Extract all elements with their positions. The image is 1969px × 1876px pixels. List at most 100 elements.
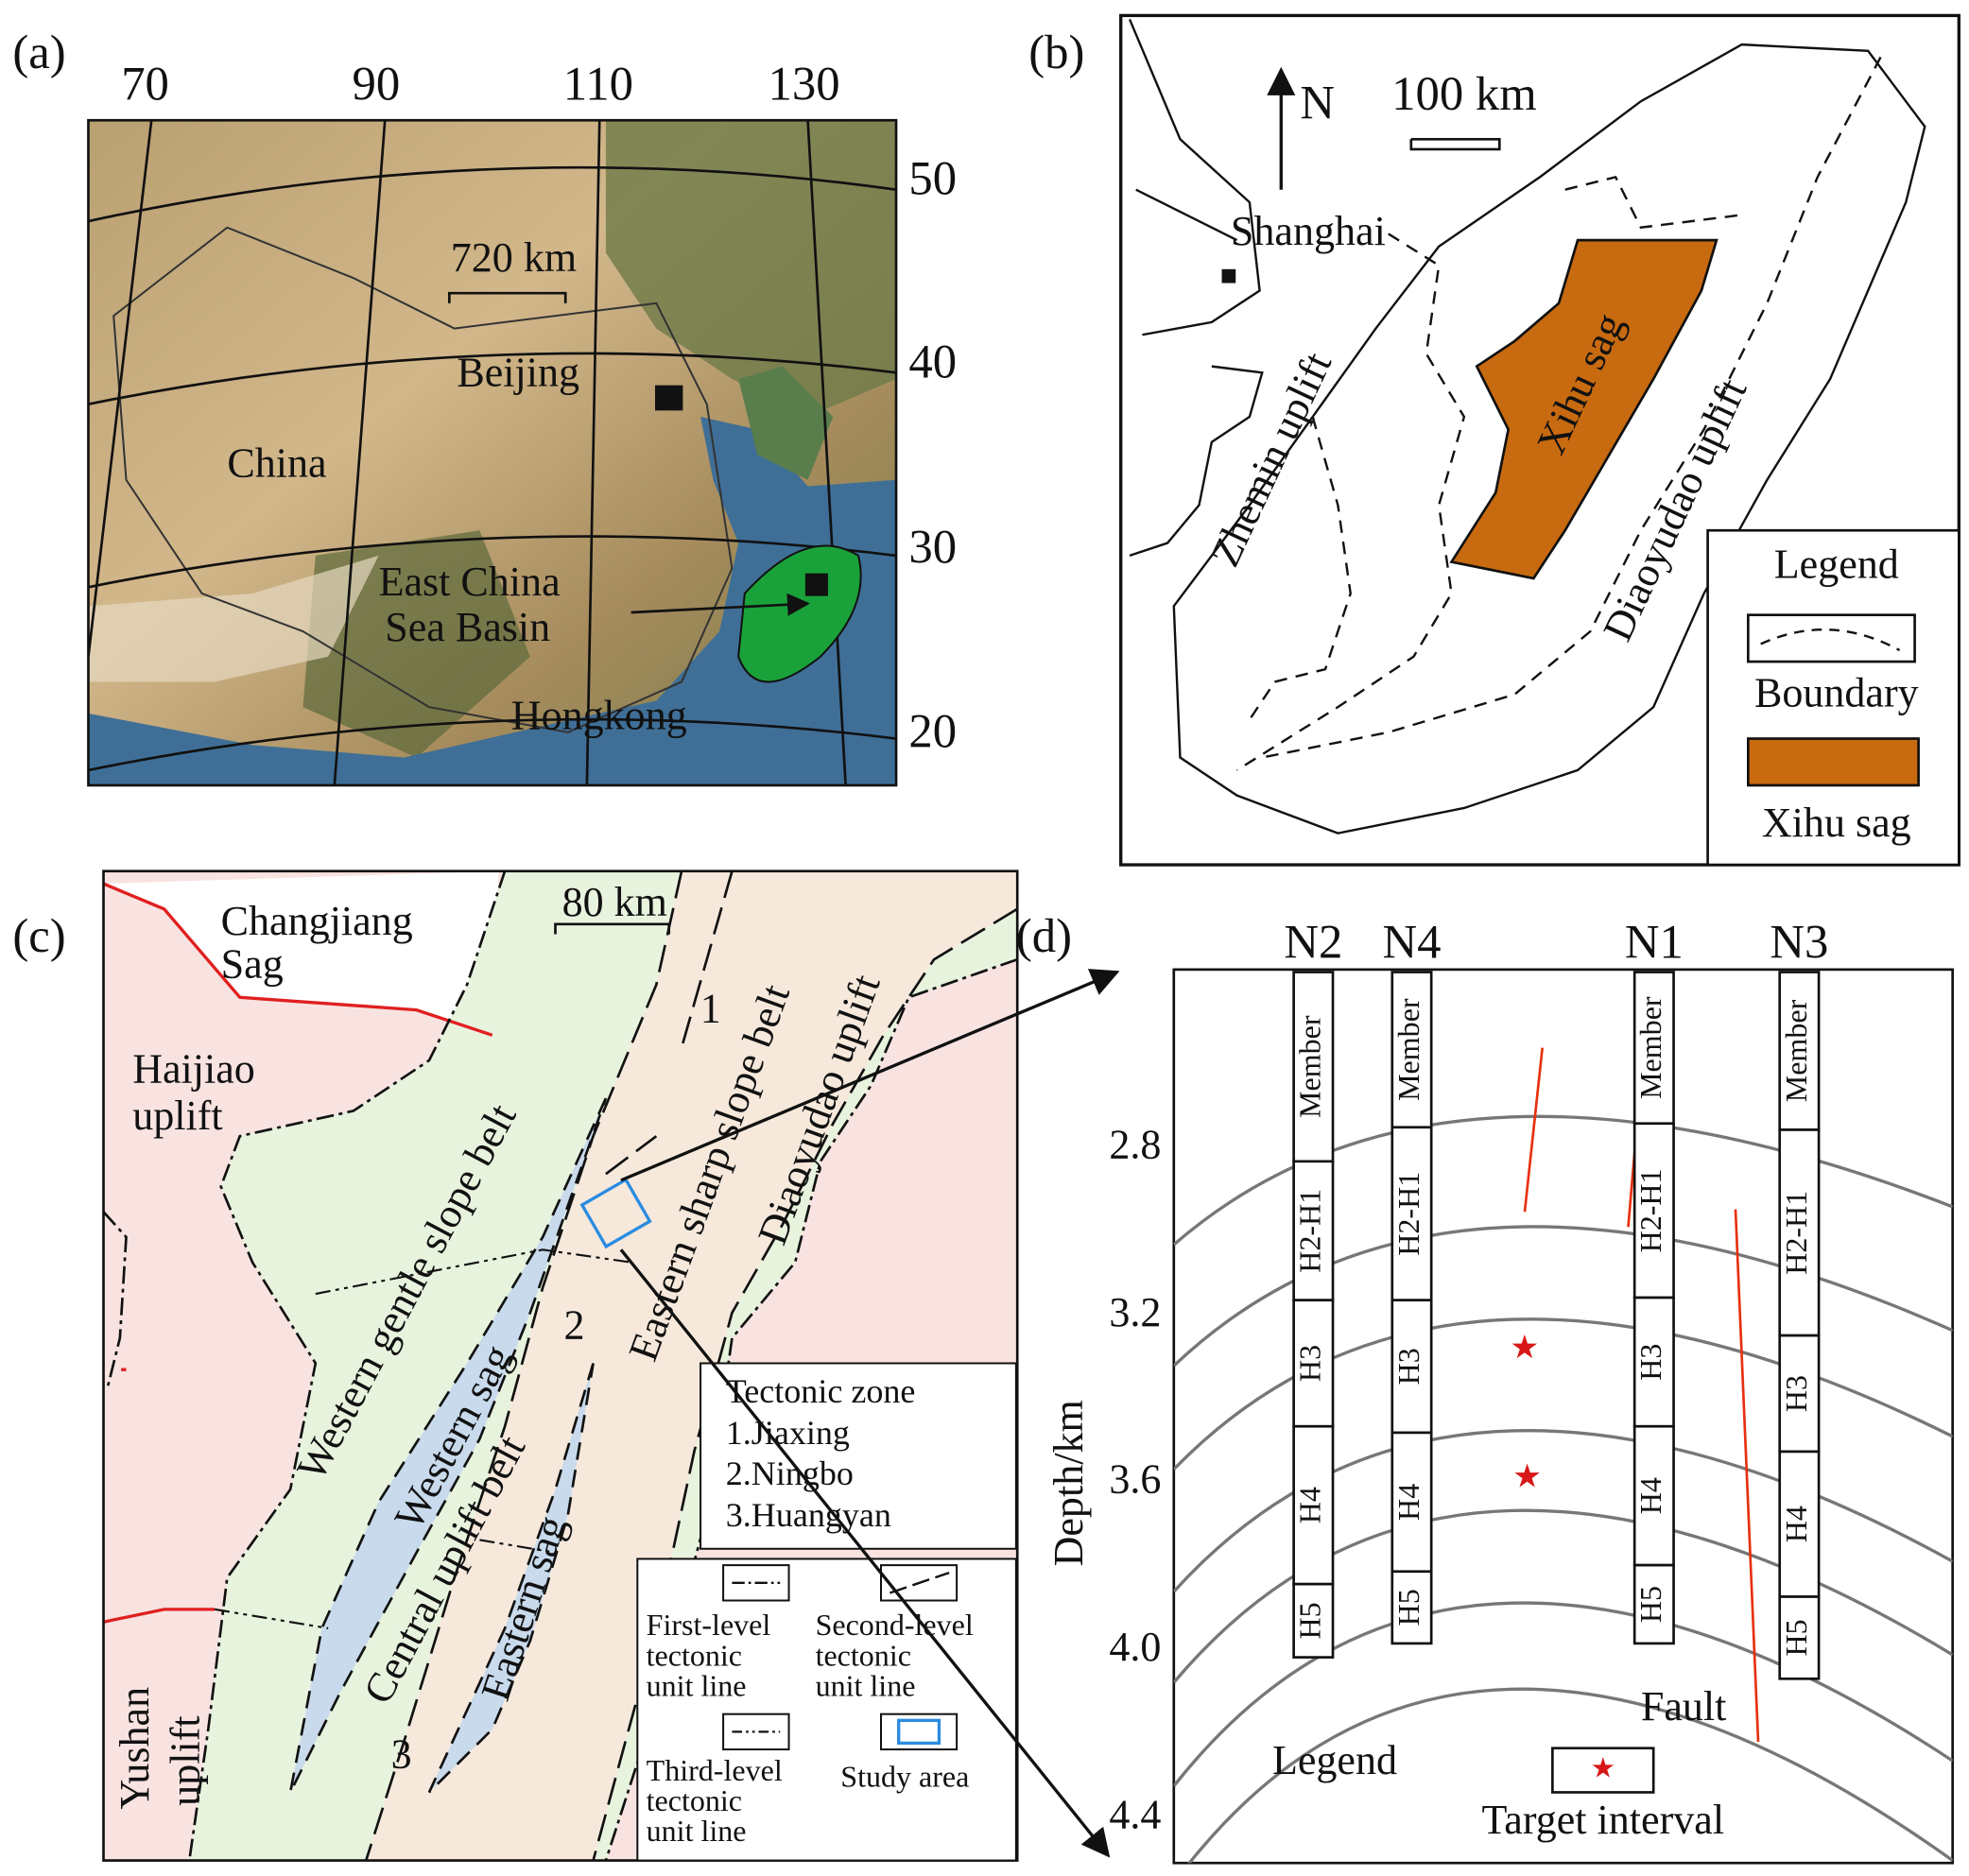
legend-title: Legend: [1774, 541, 1899, 587]
place-label: Shanghai: [1231, 208, 1386, 254]
legend-label: tectonic: [647, 1783, 742, 1817]
depth-label: 4.4: [1109, 1792, 1161, 1838]
well-unit: [1390, 1126, 1433, 1302]
zone-number: 3: [391, 1731, 412, 1778]
depth-label: 4.0: [1109, 1624, 1161, 1670]
axis-title: Depth/km: [1045, 1400, 1092, 1566]
panel-c: (c) 80 km Changjiang Sag Haijiao uplift …: [12, 869, 1019, 1862]
panel-b: (b) N 100 km Shanghai Zhemin uplift Xihu…: [1028, 13, 1960, 867]
well-unit: [1390, 1570, 1433, 1645]
place-label: China: [227, 440, 326, 487]
horizon-line: [1173, 1601, 1953, 1787]
legend-title: Legend: [1272, 1737, 1397, 1783]
line-legend: First-level tectonic unit line Second-le…: [636, 1558, 1017, 1862]
unit-label: H2-H1: [1779, 1191, 1813, 1275]
well-unit: [1632, 1296, 1675, 1428]
unit-label: H3: [1391, 1348, 1425, 1385]
wells: N2 Member H2-H1 H3 H4 H5 N4 Member H2-H1 H3 H4 H5 N1…: [1284, 915, 1828, 1680]
north-label: N: [1300, 77, 1335, 129]
well-name: N2: [1284, 915, 1342, 968]
latitude-label: 30: [908, 521, 957, 574]
place-label: Haijiao: [132, 1045, 255, 1092]
well-unit: [1390, 1431, 1433, 1574]
latitude-label: 20: [908, 704, 957, 757]
scale-label: 80 km: [562, 879, 667, 925]
legend-label: Xihu sag: [1762, 800, 1911, 846]
unit-label: Member: [1391, 998, 1425, 1101]
legend-label: Study area: [840, 1759, 969, 1793]
well-unit: [1632, 971, 1675, 1126]
place-label: uplift: [132, 1093, 222, 1139]
legend-title: Tectonic zone: [726, 1372, 916, 1410]
legend-label: First-level: [647, 1608, 771, 1642]
tectonic-zone-legend: Tectonic zone 1.Jiaxing 2.Ningbo 3.Huang…: [700, 1362, 1017, 1550]
latitude-label: 40: [908, 335, 957, 387]
place-label: Hongkong: [511, 693, 687, 739]
unit-label: H5: [1779, 1619, 1813, 1656]
well-name: N4: [1382, 915, 1441, 968]
legend-label: tectonic: [647, 1638, 742, 1672]
place-label: Sea Basin: [385, 604, 550, 650]
connector-arrow: [619, 1248, 1111, 1858]
well-unit: [1390, 1299, 1433, 1435]
target-star: ★: [1510, 1329, 1539, 1366]
longitude-label: 110: [563, 58, 633, 111]
unit-label: H5: [1633, 1586, 1667, 1623]
longitude-label: 90: [353, 58, 401, 111]
well-name: N1: [1625, 915, 1684, 968]
panel-a: (a) 70 90 110 130 50 40 30 20 720 km Bei…: [12, 26, 957, 787]
place-label: uplift: [162, 1715, 208, 1805]
legend-star: ★: [1591, 1754, 1615, 1784]
well-name: N3: [1770, 915, 1828, 968]
place-label: Yushan: [112, 1687, 158, 1810]
panel-d: (d) Depth/km 2.8 3.2 3.6 4.0 4.4 N2 Membe…: [1016, 909, 1954, 1865]
zone-number: 2: [564, 1302, 585, 1349]
unit-label: H3: [1633, 1344, 1667, 1381]
well-unit: [1292, 1160, 1335, 1302]
latitude-label: 50: [908, 152, 957, 205]
legend-label: tectonic: [816, 1638, 911, 1672]
unit-label: H2-H1: [1633, 1168, 1667, 1252]
depth-label: 2.8: [1109, 1122, 1161, 1168]
legend-label: 1.Jiaxing: [726, 1414, 850, 1452]
panel-label: (b): [1028, 26, 1084, 78]
legend-label: Third-level: [647, 1753, 783, 1787]
well-unit: [1778, 1450, 1821, 1598]
place-label: Beijing: [457, 349, 579, 395]
unit-label: H4: [1391, 1484, 1425, 1521]
place-label: East China: [379, 559, 561, 605]
depth-label: 3.6: [1109, 1455, 1161, 1502]
place-label: Changjiang: [221, 898, 413, 944]
legend-label: Target interval: [1481, 1797, 1724, 1843]
panel-label: (c): [12, 909, 65, 962]
depth-label: 3.2: [1109, 1289, 1161, 1335]
legend-label: unit line: [816, 1668, 916, 1702]
well-unit: [1778, 971, 1821, 1131]
legend-label: unit line: [647, 1814, 747, 1848]
scale-label: 100 km: [1391, 67, 1537, 120]
well-unit: [1292, 1582, 1335, 1659]
well-unit: [1778, 1595, 1821, 1680]
scale-label: 720 km: [451, 234, 577, 281]
unit-label: Member: [1779, 999, 1813, 1102]
horizon-line: [1187, 1687, 1953, 1864]
panel-label: (d): [1016, 909, 1072, 962]
longitude-label: 70: [121, 58, 169, 111]
legend-label: unit line: [647, 1668, 747, 1702]
legend-box: [1551, 1747, 1655, 1794]
panel-label: (a): [12, 26, 65, 78]
unit-label: H2-H1: [1391, 1172, 1425, 1256]
connector-arrow: [620, 969, 1120, 1182]
fault-label: Fault: [1641, 1683, 1727, 1730]
unit-label: H5: [1293, 1602, 1327, 1639]
satellite-map: [88, 120, 897, 785]
legend-label: 3.Huangyan: [726, 1496, 891, 1534]
unit-label: H2-H1: [1293, 1189, 1327, 1273]
well-unit: [1778, 1334, 1821, 1454]
unit-label: H3: [1293, 1345, 1327, 1382]
legend-label: Boundary: [1754, 670, 1919, 716]
zone-number: 1: [700, 985, 721, 1031]
unit-label: H4: [1633, 1477, 1667, 1514]
unit-label: H4: [1293, 1487, 1327, 1523]
